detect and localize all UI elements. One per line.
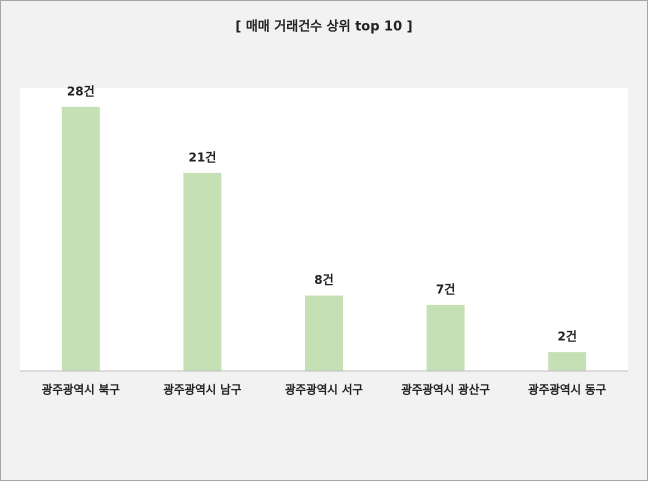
x-tick-label: 광주광역시 북구 bbox=[42, 383, 120, 397]
bar bbox=[305, 295, 343, 371]
bar bbox=[548, 352, 587, 371]
x-tick-label: 광주광역시 동구 bbox=[528, 383, 606, 397]
bar bbox=[183, 172, 222, 371]
data-label: 7건 bbox=[436, 281, 455, 296]
x-tick-label: 광주광역시 서구 bbox=[285, 383, 363, 397]
data-label: 28건 bbox=[67, 83, 95, 98]
bar bbox=[426, 304, 465, 371]
data-label: 21건 bbox=[189, 149, 217, 164]
data-label: 8건 bbox=[314, 272, 333, 287]
x-tick-label: 광주광역시 광산구 bbox=[401, 383, 490, 397]
data-label: 2건 bbox=[558, 329, 577, 344]
x-tick-label: 광주광역시 남구 bbox=[163, 383, 241, 397]
bar bbox=[61, 106, 100, 371]
chart-title: [ 매매 거래건수 상위 top 10 ] bbox=[235, 19, 412, 35]
